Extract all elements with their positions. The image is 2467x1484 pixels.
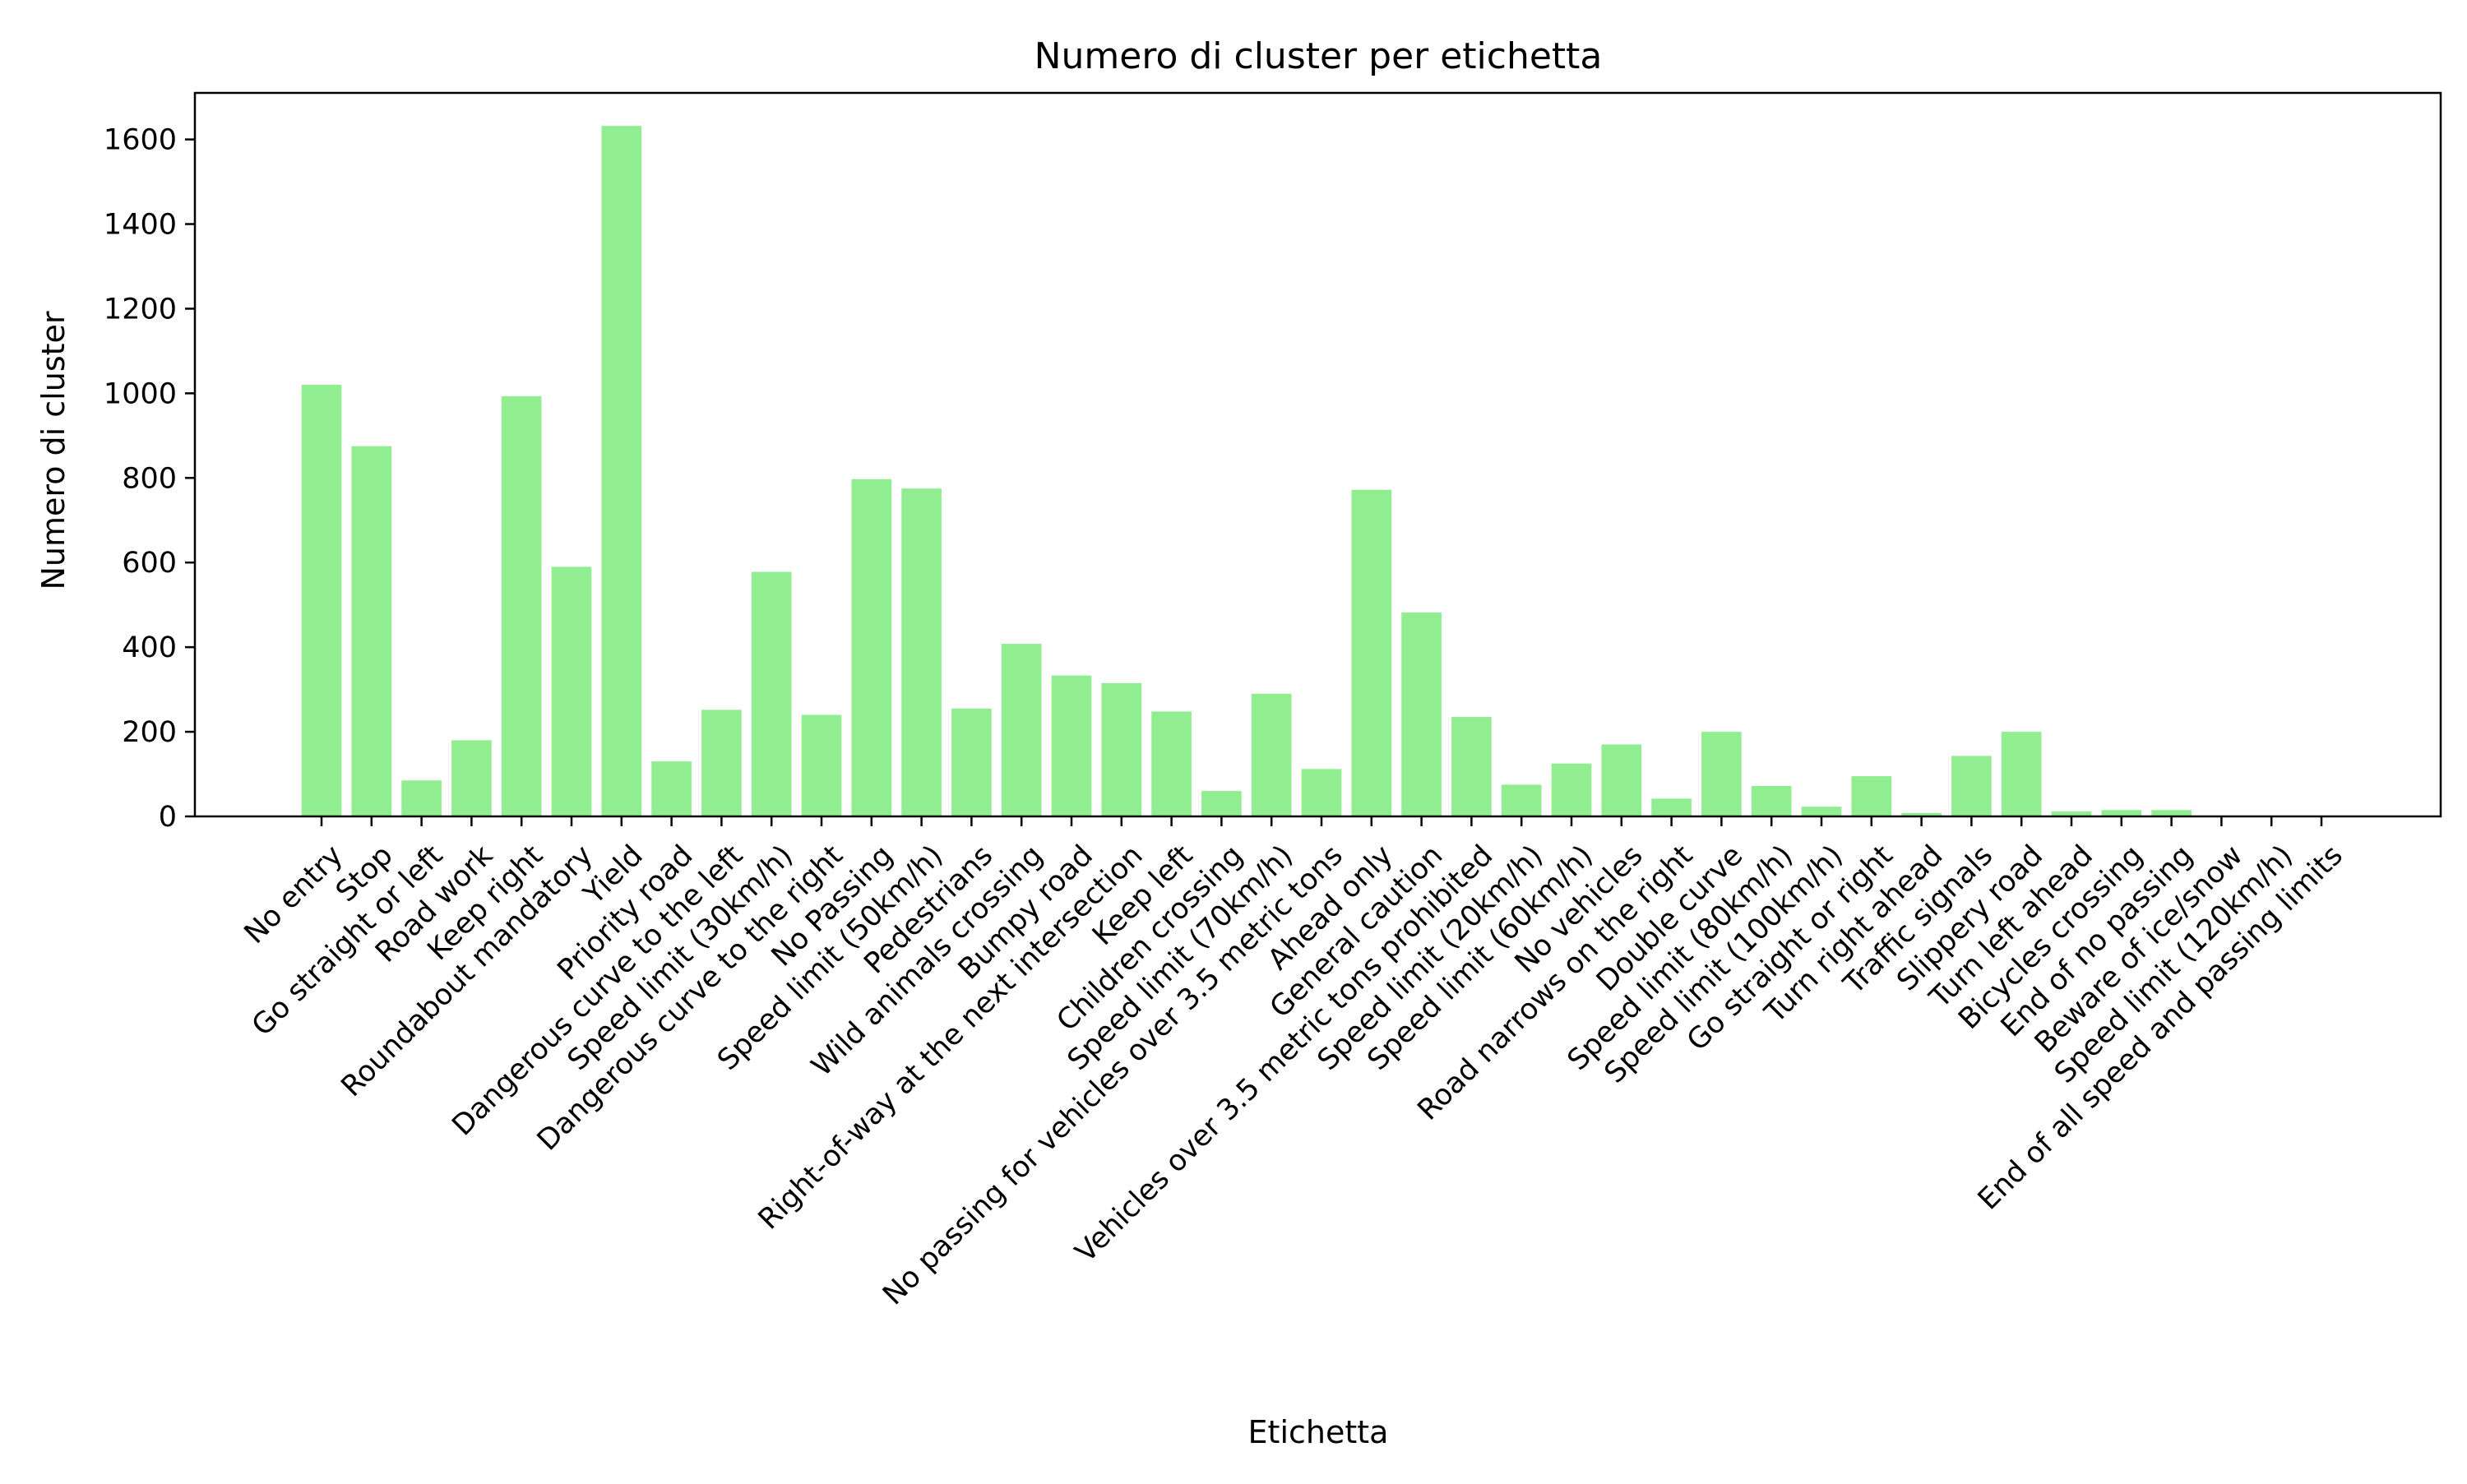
bar <box>951 708 992 816</box>
y-tick-label: 1200 <box>104 293 177 326</box>
bar <box>901 488 942 816</box>
y-tick-label: 0 <box>159 801 177 834</box>
bar <box>351 446 392 816</box>
chart-title: Numero di cluster per etichetta <box>1034 35 1603 77</box>
bar <box>851 478 892 816</box>
bar <box>401 780 442 816</box>
bar <box>1001 644 1042 816</box>
y-tick-label: 800 <box>122 462 177 495</box>
y-tick-label: 1600 <box>104 124 177 157</box>
y-tick-label: 1400 <box>104 209 177 242</box>
y-tick-label: 200 <box>122 716 177 749</box>
bar <box>1651 798 1692 816</box>
bar <box>1051 675 1092 816</box>
bar <box>451 740 492 816</box>
y-tick-label: 600 <box>122 547 177 580</box>
plot-frame <box>193 91 2442 818</box>
bar <box>1951 756 1992 816</box>
x-axis-label: Etichetta <box>1248 1414 1389 1450</box>
bar <box>2151 810 2192 816</box>
bars-group <box>301 126 2342 816</box>
bar <box>1501 784 1542 816</box>
bar <box>1801 807 1842 816</box>
y-tick-label: 1000 <box>104 377 177 410</box>
bar <box>2051 811 2092 816</box>
bar <box>1351 489 1392 816</box>
y-tick-label: 400 <box>122 631 177 664</box>
bar <box>1601 744 1642 816</box>
bar <box>1201 791 1242 816</box>
bar <box>301 385 342 816</box>
bar <box>1401 612 1442 816</box>
y-axis-ticks: 0 200 400 600 800 1000 1200 1400 1600 <box>104 124 195 834</box>
bar <box>1901 812 1942 816</box>
bar <box>1851 776 1892 816</box>
bar <box>1151 711 1192 816</box>
bar <box>651 761 692 816</box>
bar <box>601 126 642 816</box>
bar <box>501 395 542 816</box>
bar <box>2101 810 2142 816</box>
bar <box>1301 769 1342 816</box>
bar <box>1101 682 1142 816</box>
y-axis-label: Numero di cluster <box>35 311 72 589</box>
bar <box>1451 717 1492 816</box>
bar <box>2001 732 2042 816</box>
bar <box>1251 693 1292 816</box>
bar <box>701 710 742 816</box>
bar <box>801 714 842 816</box>
bar <box>551 566 592 816</box>
bar <box>751 571 792 816</box>
bar <box>1751 785 1792 816</box>
bar <box>1551 763 1592 816</box>
bar <box>1701 732 1742 816</box>
